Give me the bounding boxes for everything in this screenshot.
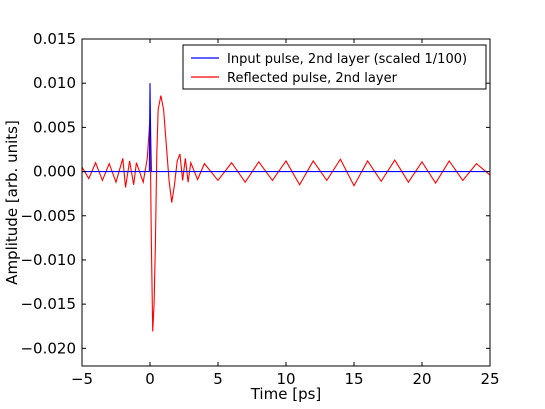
x-tick-label: 0 (145, 370, 155, 388)
y-tick-label: 0.010 (33, 74, 76, 92)
plot-area (81, 83, 491, 332)
y-tick-label: −0.020 (20, 339, 76, 357)
x-tick-label: 20 (412, 370, 431, 388)
x-tick-label: 5 (213, 370, 223, 388)
ticks: −5 0 5 10 15 20 25 0.015 0.010 0.005 0.000 −0.005 −0… (20, 30, 499, 388)
y-axis-label: Amplitude [arb. units] (3, 120, 21, 285)
x-axis-label: Time [ps] (250, 385, 322, 403)
x-tick-label: 25 (480, 370, 499, 388)
x-tick-label: −5 (71, 370, 93, 388)
x-tick-label: 15 (344, 370, 363, 388)
x-tick-label: 10 (276, 370, 295, 388)
y-tick-label: −0.010 (20, 251, 76, 269)
legend-label-input-pulse: Input pulse, 2nd layer (scaled 1/100) (227, 52, 467, 67)
legend-box (182, 44, 487, 90)
y-tick-label: 0.005 (33, 118, 76, 136)
series-line-0 (82, 83, 490, 173)
y-tick-label: 0.000 (33, 163, 76, 181)
y-tick-label: 0.015 (33, 30, 76, 48)
legend-label-reflected-pulse: Reflected pulse, 2nd layer (227, 71, 398, 86)
series-line-1 (81, 95, 491, 332)
legend: Input pulse, 2nd layer (scaled 1/100) Re… (182, 44, 487, 90)
y-tick-label: −0.015 (20, 295, 76, 313)
y-tick-label: −0.005 (20, 207, 76, 225)
